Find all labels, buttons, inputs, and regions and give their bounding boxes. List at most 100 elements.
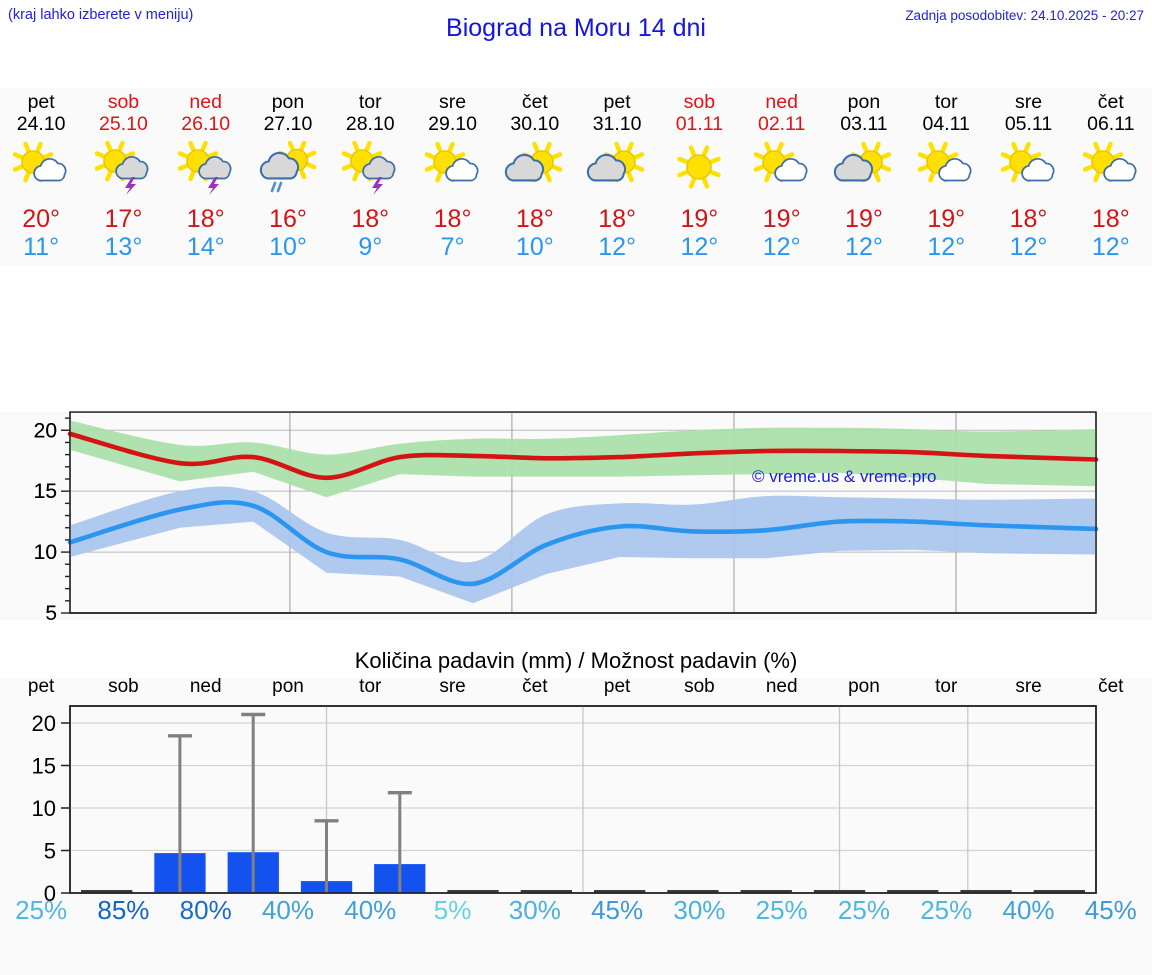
precip-day-label: sob <box>684 676 715 697</box>
day-name: sre <box>1014 91 1043 113</box>
sun-cloud-thunder-icon <box>92 139 154 201</box>
forecast-day-column[interactable]: sre 05.11 18° 12° <box>987 88 1069 266</box>
forecast-day-column[interactable]: tor 04.11 19° 12° <box>905 88 987 266</box>
precip-probability-label: 30% <box>508 895 561 925</box>
forecast-day-column[interactable]: pet 24.10 20° 11° <box>0 88 82 266</box>
day-name: pon <box>271 91 305 113</box>
temp-min: 12° <box>680 233 719 261</box>
precip-probability-label: 40% <box>261 895 314 925</box>
day-name: ned <box>189 91 222 113</box>
last-updated-text: Zadnja posodobitev: 24.10.2025 - 20:27 <box>905 8 1144 23</box>
svg-text:15: 15 <box>34 480 57 503</box>
forecast-day-column[interactable]: sob 01.11 19° 12° <box>658 88 740 266</box>
sun-icon <box>668 139 730 201</box>
temp-min: 12° <box>762 233 801 261</box>
day-name: sre <box>439 91 467 113</box>
cloud-sun-icon <box>586 139 648 201</box>
temp-max: 19° <box>762 205 801 233</box>
forecast-day-column[interactable]: pon 03.11 19° 12° <box>823 88 905 266</box>
precip-probability-label: 45% <box>1084 895 1137 925</box>
forecast-day-column[interactable]: ned 02.11 19° 12° <box>741 88 823 266</box>
cloud-sun-rain-icon <box>257 139 319 201</box>
day-name: sob <box>107 91 140 113</box>
forecast-day-column[interactable]: čet 06.11 18° 12° <box>1070 88 1152 266</box>
precip-day-label: sre <box>1015 676 1042 697</box>
day-date: 03.11 <box>840 113 888 135</box>
temp-min: 11° <box>23 233 60 261</box>
precip-probability-label: 25% <box>920 895 973 925</box>
day-name: ned <box>765 91 798 113</box>
cloud-sun-icon <box>504 139 566 201</box>
svg-text:15: 15 <box>32 754 56 779</box>
temp-max: 18° <box>598 205 637 233</box>
forecast-day-column[interactable]: čet 30.10 18° 10° <box>494 88 576 266</box>
temp-min: 12° <box>845 233 883 261</box>
forecast-day-column[interactable]: pet 31.10 18° 12° <box>576 88 658 266</box>
forecast-day-column[interactable]: ned 26.10 18° 14° <box>165 88 247 266</box>
svg-text:0: 0 <box>44 881 56 906</box>
day-name: čet <box>521 91 548 113</box>
temp-max: 18° <box>433 205 472 233</box>
precip-day-label: ned <box>189 676 222 697</box>
cloud-sun-icon <box>833 139 895 201</box>
forecast-day-column[interactable]: pon 27.10 16° 10° <box>247 88 329 266</box>
precip-probability-label: 40% <box>1002 895 1055 925</box>
day-name: pet <box>27 91 55 113</box>
svg-text:5: 5 <box>45 602 57 620</box>
temp-max: 18° <box>1009 205 1048 233</box>
day-date: 06.11 <box>1087 113 1135 135</box>
forecast-day-column[interactable]: sre 29.10 18° 7° <box>411 88 493 266</box>
precip-probability-label: 30% <box>673 895 726 925</box>
precip-probability-label: 80% <box>179 895 232 925</box>
svg-text:10: 10 <box>34 541 57 564</box>
temp-min: 12° <box>1009 233 1048 261</box>
sun-cloud-icon <box>998 139 1060 201</box>
svg-text:5: 5 <box>45 602 57 620</box>
temp-min: 12° <box>598 233 637 261</box>
temp-max: 16° <box>269 205 307 233</box>
precipitation-probability-row: 25% 85% 80% 40% 40% 5% 30% 45% 30% 25% 25% 25% 40% 45… <box>0 895 1152 939</box>
temp-max: 19° <box>845 205 883 233</box>
precip-day-label: ned <box>765 676 798 697</box>
day-date: 04.11 <box>922 113 970 135</box>
forecast-day-column[interactable]: tor 28.10 18° 9° <box>329 88 411 266</box>
temp-min: 13° <box>104 233 143 261</box>
precip-probability-label: 85% <box>97 895 150 925</box>
temp-max: 18° <box>1091 205 1130 233</box>
day-date: 05.11 <box>1004 113 1053 135</box>
day-date: 01.11 <box>675 113 724 135</box>
day-date: 24.10 <box>16 113 66 135</box>
precipitation-chart-svg: 0 5 10 15 20 <box>32 705 1097 906</box>
temp-min: 12° <box>1091 233 1130 261</box>
temp-max: 17° <box>104 205 143 233</box>
temp-min: 10° <box>515 233 554 261</box>
precip-day-label: pon <box>848 676 880 697</box>
svg-text:5: 5 <box>44 839 56 864</box>
copyright-text: © vreme.us & vreme.pro <box>752 467 937 486</box>
day-date: 25.10 <box>99 113 148 135</box>
precip-probability-label: 45% <box>591 895 644 925</box>
precip-day-label: sre <box>439 676 466 697</box>
sun-cloud-icon <box>10 139 72 201</box>
day-date: 29.10 <box>428 113 477 135</box>
forecast-day-column[interactable]: sob 25.10 17° 13° <box>82 88 164 266</box>
sun-cloud-icon <box>1080 139 1142 201</box>
temp-max: 18° <box>186 205 225 233</box>
sun-cloud-thunder-icon <box>339 139 401 201</box>
page-title: Biograd na Moru 14 dni <box>446 14 706 42</box>
precip-day-label: tor <box>359 676 382 697</box>
sun-cloud-icon <box>915 139 977 201</box>
precip-probability-label: 25% <box>837 895 890 925</box>
sun-cloud-thunder-icon <box>175 139 237 201</box>
precip-day-label: pet <box>603 676 631 697</box>
svg-text:20: 20 <box>32 711 56 736</box>
precip-day-label: tor <box>935 676 958 697</box>
day-name: pet <box>603 91 631 113</box>
svg-text:10: 10 <box>32 796 56 821</box>
svg-text:10: 10 <box>34 541 57 564</box>
precip-probability-label: 25% <box>755 895 808 925</box>
menu-hint-text: (kraj lahko izberete v meniju) <box>8 7 194 23</box>
precip-day-label: pon <box>272 676 304 697</box>
